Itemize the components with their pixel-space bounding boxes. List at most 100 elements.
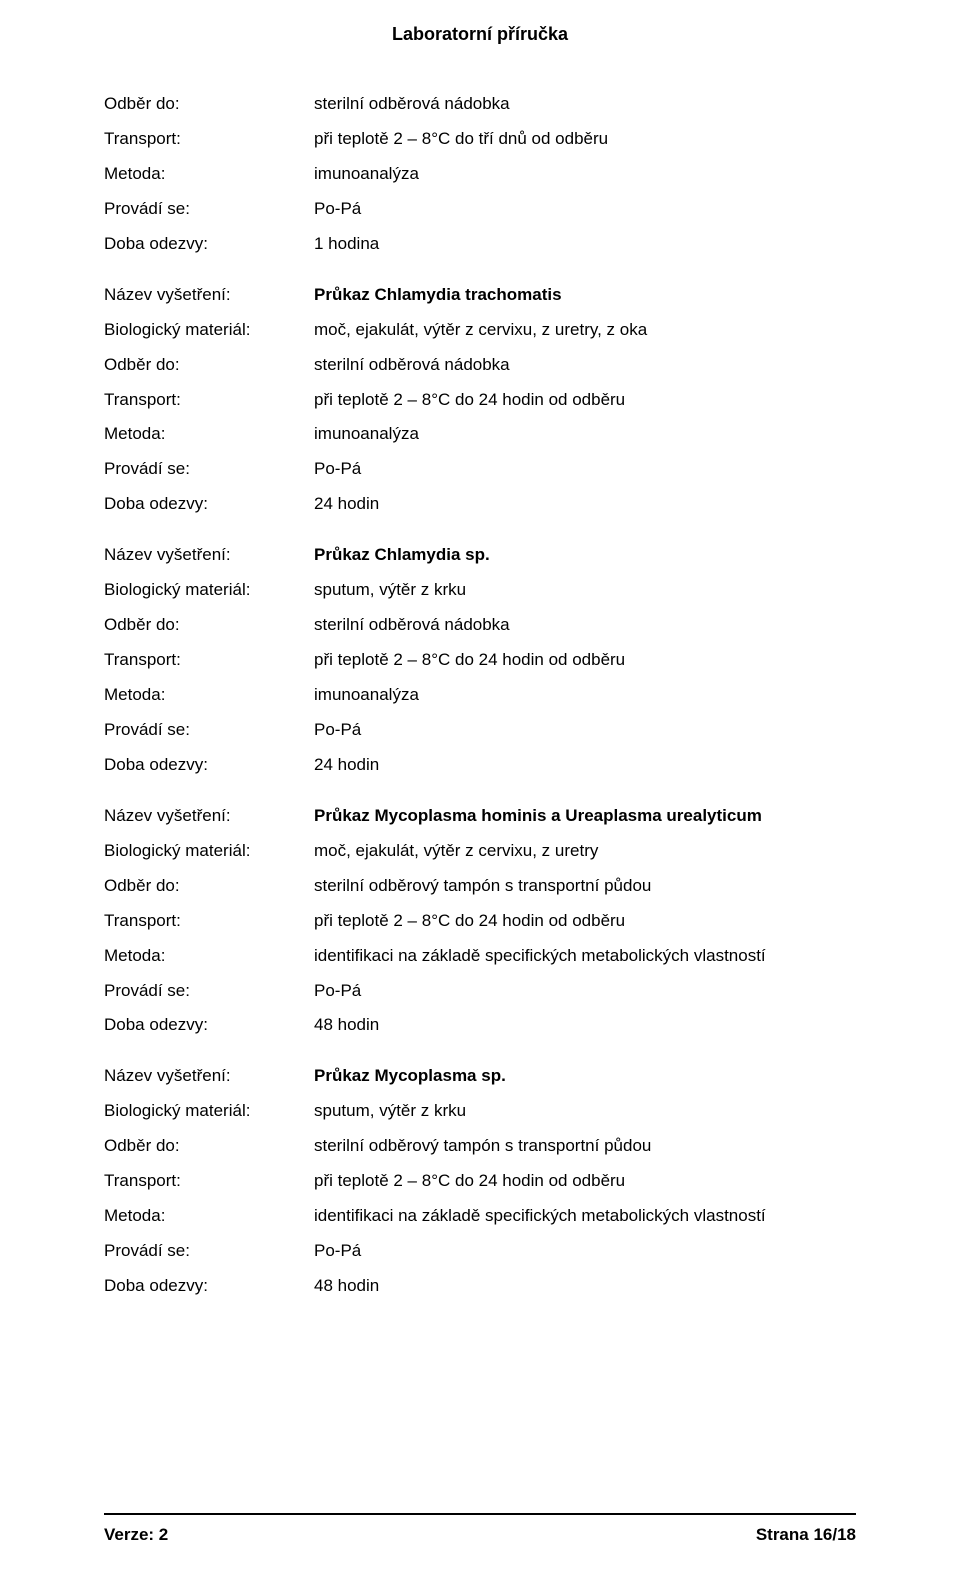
- field-value: sterilní odběrová nádobka: [314, 614, 856, 637]
- field-value: při teplotě 2 – 8°C do 24 hodin od odběr…: [314, 649, 856, 672]
- field-value: moč, ejakulát, výtěr z cervixu, z uretry…: [314, 319, 856, 342]
- field-row: Transport:při teplotě 2 – 8°C do 24 hodi…: [104, 389, 856, 412]
- field-value: 48 hodin: [314, 1014, 856, 1037]
- field-label: Název vyšetření:: [104, 805, 314, 828]
- field-value: při teplotě 2 – 8°C do 24 hodin od odběr…: [314, 1170, 856, 1193]
- field-row: Název vyšetření:Průkaz Mycoplasma sp.: [104, 1065, 856, 1088]
- field-row: Provádí se:Po-Pá: [104, 980, 856, 1003]
- field-value: Průkaz Mycoplasma hominis a Ureaplasma u…: [314, 805, 856, 828]
- field-label: Transport:: [104, 389, 314, 412]
- field-value: Průkaz Mycoplasma sp.: [314, 1065, 856, 1088]
- field-row: Metoda:imunoanalýza: [104, 163, 856, 186]
- section: Název vyšetření:Průkaz Mycoplasma sp. Bio…: [104, 1065, 856, 1298]
- field-value: imunoanalýza: [314, 423, 856, 446]
- field-label: Metoda:: [104, 163, 314, 186]
- field-value: sputum, výtěr z krku: [314, 1100, 856, 1123]
- field-label: Provádí se:: [104, 719, 314, 742]
- field-value: sputum, výtěr z krku: [314, 579, 856, 602]
- field-label: Odběr do:: [104, 93, 314, 116]
- field-label: Transport:: [104, 128, 314, 151]
- field-label: Transport:: [104, 910, 314, 933]
- field-value: sterilní odběrová nádobka: [314, 354, 856, 377]
- field-row: Odběr do:sterilní odběrová nádobka: [104, 354, 856, 377]
- field-label: Odběr do:: [104, 614, 314, 637]
- footer-row: Verze: 2 Strana 16/18: [104, 1525, 856, 1545]
- field-label: Biologický materiál:: [104, 1100, 314, 1123]
- field-row: Metoda:imunoanalýza: [104, 684, 856, 707]
- field-label: Biologický materiál:: [104, 840, 314, 863]
- field-value: sterilní odběrový tampón s transportní p…: [314, 1135, 856, 1158]
- field-row: Název vyšetření:Průkaz Mycoplasma homini…: [104, 805, 856, 828]
- field-value: identifikaci na základě specifických met…: [314, 945, 856, 968]
- field-row: Biologický materiál:moč, ejakulát, výtěr…: [104, 319, 856, 342]
- field-value: imunoanalýza: [314, 163, 856, 186]
- page-title: Laboratorní příručka: [104, 24, 856, 45]
- field-label: Doba odezvy:: [104, 233, 314, 256]
- field-row: Odběr do:sterilní odběrová nádobka: [104, 614, 856, 637]
- field-value: Po-Pá: [314, 458, 856, 481]
- field-label: Provádí se:: [104, 980, 314, 1003]
- field-label: Transport:: [104, 1170, 314, 1193]
- section: Odběr do:sterilní odběrová nádobka Transp…: [104, 93, 856, 256]
- field-value: Po-Pá: [314, 980, 856, 1003]
- field-label: Název vyšetření:: [104, 284, 314, 307]
- field-label: Odběr do:: [104, 875, 314, 898]
- field-label: Doba odezvy:: [104, 493, 314, 516]
- field-row: Doba odezvy:1 hodina: [104, 233, 856, 256]
- footer-divider: [104, 1513, 856, 1515]
- field-value: identifikaci na základě specifických met…: [314, 1205, 856, 1228]
- field-label: Metoda:: [104, 1205, 314, 1228]
- field-label: Doba odezvy:: [104, 1014, 314, 1037]
- field-label: Provádí se:: [104, 198, 314, 221]
- field-row: Odběr do:sterilní odběrová nádobka: [104, 93, 856, 116]
- sections-container: Odběr do:sterilní odběrová nádobkaTransp…: [104, 93, 856, 1298]
- field-value: Po-Pá: [314, 719, 856, 742]
- section: Název vyšetření:Průkaz Mycoplasma homini…: [104, 805, 856, 1038]
- field-label: Doba odezvy:: [104, 1275, 314, 1298]
- field-label: Metoda:: [104, 423, 314, 446]
- field-label: Název vyšetření:: [104, 544, 314, 567]
- field-row: Metoda:identifikaci na základě specifick…: [104, 945, 856, 968]
- footer-page-number: Strana 16/18: [756, 1525, 856, 1545]
- field-value: 24 hodin: [314, 493, 856, 516]
- field-row: Doba odezvy:24 hodin: [104, 754, 856, 777]
- page-footer: Verze: 2 Strana 16/18: [104, 1513, 856, 1545]
- field-row: Doba odezvy:48 hodin: [104, 1275, 856, 1298]
- field-label: Provádí se:: [104, 1240, 314, 1263]
- field-row: Transport:při teplotě 2 – 8°C do 24 hodi…: [104, 649, 856, 672]
- field-value: při teplotě 2 – 8°C do 24 hodin od odběr…: [314, 910, 856, 933]
- field-row: Provádí se:Po-Pá: [104, 719, 856, 742]
- field-value: sterilní odběrový tampón s transportní p…: [314, 875, 856, 898]
- field-row: Odběr do:sterilní odběrový tampón s tran…: [104, 875, 856, 898]
- field-row: Metoda:imunoanalýza: [104, 423, 856, 446]
- field-label: Metoda:: [104, 684, 314, 707]
- field-value: moč, ejakulát, výtěr z cervixu, z uretry: [314, 840, 856, 863]
- field-label: Odběr do:: [104, 1135, 314, 1158]
- field-label: Transport:: [104, 649, 314, 672]
- field-label: Doba odezvy:: [104, 754, 314, 777]
- field-row: Doba odezvy:24 hodin: [104, 493, 856, 516]
- field-label: Odběr do:: [104, 354, 314, 377]
- field-label: Biologický materiál:: [104, 319, 314, 342]
- field-value: 24 hodin: [314, 754, 856, 777]
- field-row: Název vyšetření:Průkaz Chlamydia trachom…: [104, 284, 856, 307]
- field-row: Provádí se:Po-Pá: [104, 458, 856, 481]
- field-row: Biologický materiál:moč, ejakulát, výtěr…: [104, 840, 856, 863]
- section: Název vyšetření:Průkaz Chlamydia sp. Biol…: [104, 544, 856, 777]
- field-row: Metoda:identifikaci na základě specifick…: [104, 1205, 856, 1228]
- field-label: Provádí se:: [104, 458, 314, 481]
- field-value: Průkaz Chlamydia sp.: [314, 544, 856, 567]
- field-row: Transport:při teplotě 2 – 8°C do 24 hodi…: [104, 910, 856, 933]
- field-row: Odběr do:sterilní odběrový tampón s tran…: [104, 1135, 856, 1158]
- section: Název vyšetření:Průkaz Chlamydia trachom…: [104, 284, 856, 517]
- field-row: Provádí se:Po-Pá: [104, 198, 856, 221]
- field-row: Biologický materiál:sputum, výtěr z krku: [104, 579, 856, 602]
- field-value: při teplotě 2 – 8°C do tří dnů od odběru: [314, 128, 856, 151]
- field-value: Průkaz Chlamydia trachomatis: [314, 284, 856, 307]
- field-value: 48 hodin: [314, 1275, 856, 1298]
- field-value: imunoanalýza: [314, 684, 856, 707]
- document-page: Laboratorní příručka Odběr do:sterilní o…: [0, 0, 960, 1581]
- field-row: Transport:při teplotě 2 – 8°C do 24 hodi…: [104, 1170, 856, 1193]
- footer-version: Verze: 2: [104, 1525, 168, 1545]
- field-row: Název vyšetření:Průkaz Chlamydia sp.: [104, 544, 856, 567]
